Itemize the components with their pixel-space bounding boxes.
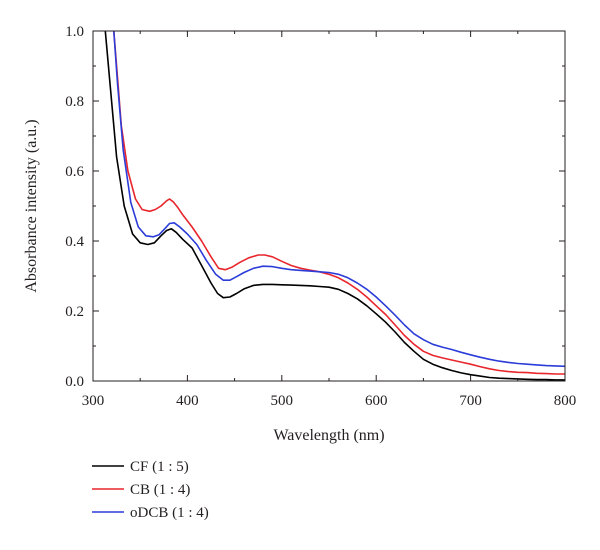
y-tick-label: 0.2 [65, 304, 84, 320]
series-line-2 [113, 31, 565, 375]
x-axis: 300 400 500 600 700 800 [82, 31, 577, 409]
legend-label: CF (1 : 5) [130, 459, 189, 475]
legend-label: CB (1 : 4) [130, 482, 190, 498]
x-tick-label: 800 [554, 393, 577, 409]
y-axis: 0.0 0.2 0.4 0.6 0.8 1.0 [65, 24, 565, 390]
x-tick-label: 400 [176, 393, 199, 409]
y-tick-label: 0.8 [65, 94, 84, 110]
legend: CF (1 : 5) CB (1 : 4) oDCB (1 : 4) [92, 459, 209, 521]
y-axis-title: Absorbance intensity (a.u.) [23, 119, 40, 292]
x-tick-label: 300 [82, 393, 105, 409]
y-tick-label: 0.4 [65, 234, 84, 250]
series-layer [104, 31, 565, 381]
plot-frame [92, 30, 566, 382]
legend-label: oDCB (1 : 4) [130, 505, 209, 521]
series-line-1 [104, 31, 565, 381]
series-line-3 [113, 31, 565, 368]
x-tick-label: 600 [365, 393, 388, 409]
x-tick-label: 700 [459, 393, 482, 409]
x-axis-title: Wavelength (nm) [273, 427, 384, 444]
y-tick-label: 1.0 [65, 24, 84, 40]
x-tick-label: 500 [271, 393, 294, 409]
y-tick-label: 0.0 [65, 374, 84, 390]
y-tick-label: 0.6 [65, 164, 84, 180]
